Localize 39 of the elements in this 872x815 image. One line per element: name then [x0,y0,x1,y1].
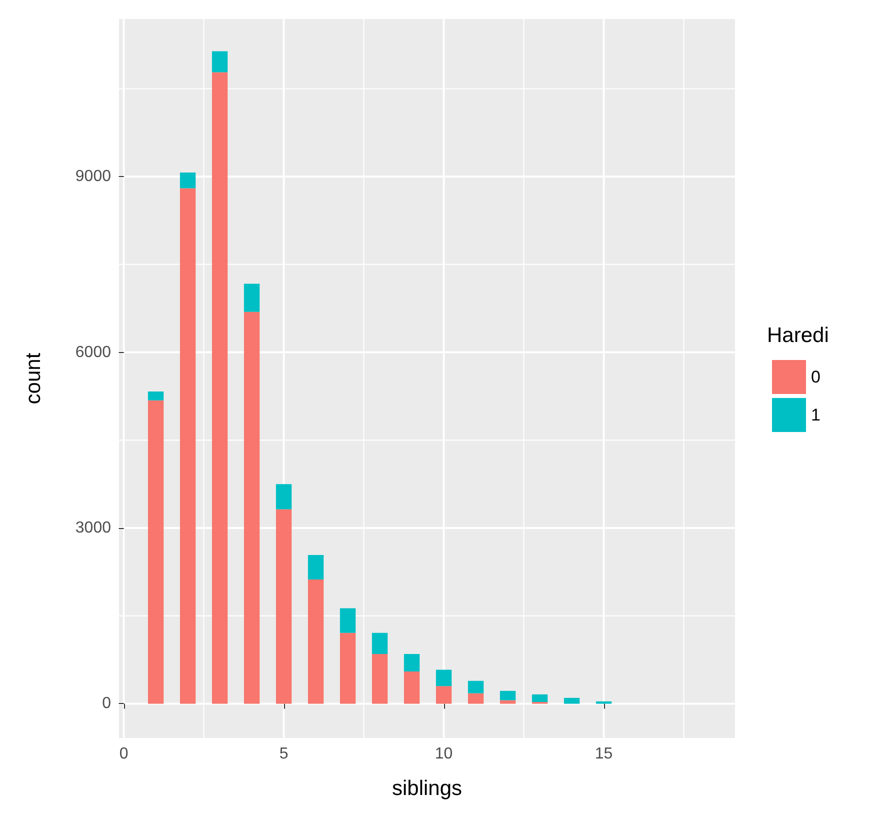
legend-label: 1 [811,406,820,424]
y-tick-label: 3000 [75,520,112,537]
bar [500,690,516,700]
x-tick-label: 5 [279,746,288,762]
bar [244,284,260,312]
bar [308,580,324,704]
bar [564,698,580,704]
bar [500,700,516,704]
bar [180,172,196,188]
bar [340,608,356,633]
bar [436,670,452,686]
y-tick-label: 0 [102,695,112,712]
y-tick-label: 9000 [75,168,112,186]
y-tick-label: 6000 [75,344,112,361]
legend-label: 0 [811,368,820,386]
bar [276,509,292,704]
bar [212,51,228,72]
legend-title: Haredi [767,324,829,347]
bar [180,188,196,704]
x-axis-title: siblings [392,777,462,800]
bar [404,654,420,672]
x-tick-label: 10 [434,746,453,762]
x-tick-label: 15 [594,746,613,762]
bar [244,312,260,704]
bar [308,554,324,580]
bar [436,686,452,704]
bar [212,72,228,704]
bar [532,694,548,702]
bar [148,400,164,704]
bar [372,654,388,704]
bar [276,484,292,510]
bar [404,672,420,704]
bar [468,693,484,704]
bar [372,632,388,654]
x-tick-label: 0 [119,746,128,762]
bar [340,632,356,704]
bar [468,680,484,694]
bar [148,392,164,400]
y-axis-title: count [22,352,45,404]
